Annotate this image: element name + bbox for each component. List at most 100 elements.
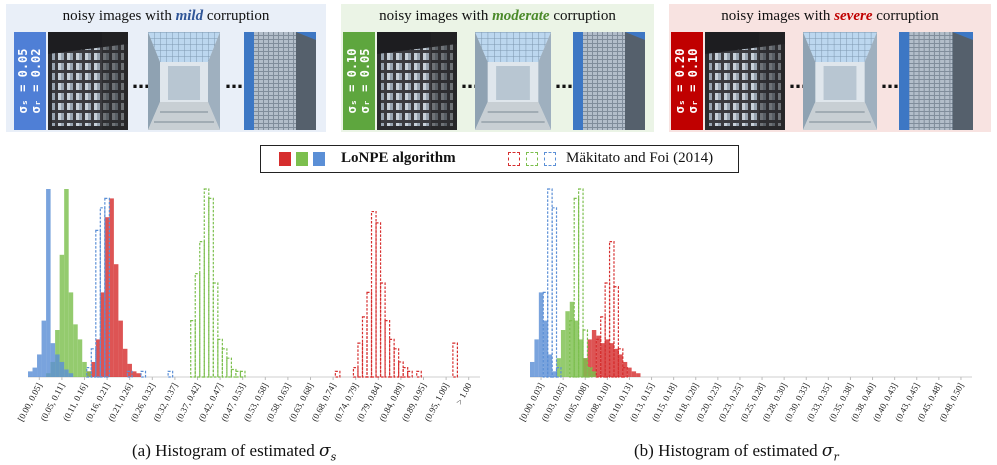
histogram-outline-bar [398, 361, 404, 378]
histogram-bar [530, 361, 535, 377]
histogram-bar [50, 343, 56, 377]
histogram-bar [104, 217, 110, 377]
histogram-outline-bar [569, 320, 575, 378]
ellipsis: … [132, 72, 150, 93]
histogram-outline-bar [402, 367, 409, 378]
histogram-outline-bar [379, 282, 386, 378]
sigma-box-moderate: σₛ = 0.10 σᵣ = 0.05 [343, 32, 375, 130]
histogram-bar [32, 367, 38, 377]
histogram-outline-bar [199, 241, 205, 378]
histogram-outline-bar [586, 367, 593, 378]
ellipsis: … [461, 72, 479, 93]
histogram-bar [122, 348, 128, 377]
histogram-bar [613, 348, 619, 377]
histogram-bar [64, 189, 69, 377]
tower-image [244, 32, 316, 130]
legend-label-lonpe: LoNPE algorithm [341, 150, 456, 166]
sigma-box-mild: σₛ = 0.05 σᵣ = 0.02 [14, 32, 46, 130]
histogram-bar [131, 371, 137, 377]
histogram-bar [86, 371, 92, 377]
histogram-bar [55, 330, 60, 377]
histogram-outline-bar [555, 367, 562, 378]
histogram-sigma-r: [0.00, 0.03](0.03, 0.05](0.05, 0.08](0.0… [517, 188, 972, 423]
histogram-outline-bar [352, 367, 359, 378]
histogram-bar [552, 371, 557, 377]
ellipsis: … [881, 72, 899, 93]
caption-a: (a) Histogram of estimated σs [132, 441, 337, 464]
ellipsis: … [555, 72, 573, 93]
panel-mild: noisy images with mild corruption σₛ = 0… [6, 4, 326, 132]
histogram-bar [118, 320, 123, 377]
histogram-outline-bar [230, 368, 237, 378]
histogram-bar [583, 358, 588, 377]
histogram-outline-bar [167, 370, 174, 378]
histogram-outline-bar [617, 348, 624, 378]
panel-severe: noisy images with severe corruption σₛ =… [669, 4, 991, 132]
histogram-bar [600, 343, 606, 377]
histogram-bar [127, 363, 132, 377]
histogram-bar [627, 367, 632, 377]
histogram-outline-bar [582, 329, 589, 378]
histogram-bar [569, 301, 575, 377]
building-image-1 [48, 32, 128, 130]
panel-moderate: noisy images with moderate corruption σₛ… [341, 4, 654, 132]
histogram-outline-bar [613, 286, 620, 378]
histogram-bar [59, 361, 65, 377]
histogram-outline-bar [203, 188, 210, 378]
legend-swatch-dashed-blue [544, 152, 556, 166]
histogram-bar [91, 361, 96, 377]
histogram-outline-bar [542, 291, 549, 378]
histogram-bar [55, 354, 60, 377]
histogram-outline-bar [126, 370, 133, 378]
histogram-outline-bar [334, 370, 341, 378]
histogram-bar [109, 198, 114, 377]
histogram-outline-bar [547, 188, 553, 378]
legend-swatch-red [279, 152, 291, 166]
caption-b-symbol: σr [821, 441, 839, 464]
histogram-outline-bar [194, 272, 201, 378]
histogram-outline-bar [361, 316, 368, 378]
histogram-bar [565, 311, 570, 377]
panel-moderate-title: noisy images with moderate corruption [379, 8, 616, 24]
x-tick-label: > 1.00 [454, 381, 474, 407]
histogram-bar [41, 320, 47, 377]
atrium-image [148, 32, 220, 130]
histogram-bar [587, 367, 592, 377]
legend-label-makitalo: Mäkitato and Foi (2014) [566, 150, 714, 166]
histogram-outline-bar [235, 370, 242, 378]
atrium-image [803, 32, 877, 130]
histogram-bar [605, 339, 610, 377]
histogram-bar [609, 343, 614, 377]
building-image-1 [705, 32, 785, 130]
legend-swatch-dashed-red [508, 152, 520, 166]
legend-swatch-green [296, 152, 308, 166]
histogram-outline-bar [104, 197, 110, 378]
histogram-bar [82, 361, 87, 377]
histogram-bar [73, 324, 78, 377]
histogram-bar [100, 292, 105, 377]
histogram-bar [534, 339, 539, 377]
histogram-outline-bar [239, 370, 246, 378]
histogram-bar [578, 339, 584, 377]
histogram-outline-bar [140, 370, 147, 378]
atrium-image [475, 32, 551, 130]
histogram-bar [587, 339, 592, 377]
building-image-1 [377, 32, 457, 130]
histogram-outline-bar [208, 197, 214, 378]
ellipsis: … [225, 72, 243, 93]
histogram-bar [560, 330, 566, 377]
histogram-bar [68, 292, 74, 377]
histogram-outline-bar [375, 222, 382, 378]
histogram-outline-bar [452, 342, 459, 378]
histogram-bar [77, 339, 83, 377]
histogram-outline-bar [393, 348, 400, 378]
histogram-outline-bar [384, 320, 391, 378]
histogram-bar [574, 320, 579, 377]
histogram-bar [37, 354, 42, 377]
histogram-bar [631, 371, 637, 377]
histogram-bar [59, 254, 65, 377]
tower-image [573, 32, 645, 130]
tower-image [899, 32, 973, 130]
histogram-bar [28, 371, 33, 377]
histogram-outline-bar [604, 282, 611, 378]
